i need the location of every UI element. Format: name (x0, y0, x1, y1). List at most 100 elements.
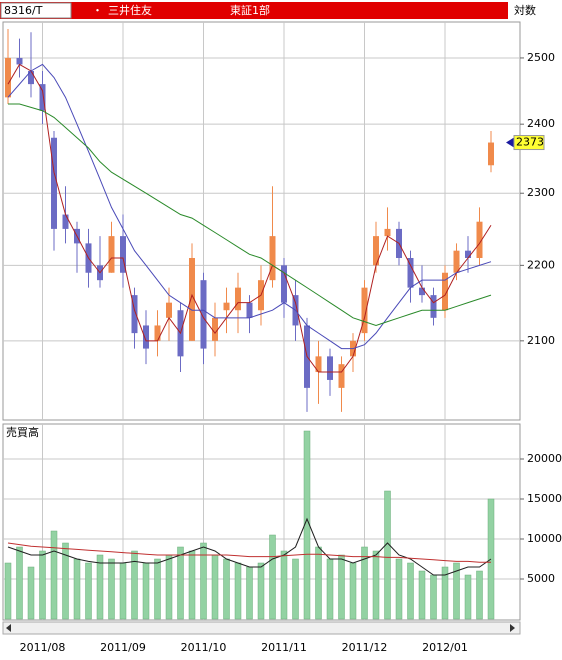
volume-bar (476, 570, 483, 620)
price-frame (2, 21, 521, 421)
volume-bar (96, 554, 104, 620)
y-tick-label: 2200 (527, 258, 555, 271)
volume-bar (62, 542, 69, 620)
volume-bar (326, 558, 334, 620)
volume-bar (280, 550, 288, 620)
volume-bar (211, 554, 219, 620)
candle-body (407, 257, 414, 288)
candle-body (327, 356, 333, 380)
candle-body (51, 137, 57, 229)
scroll-right[interactable] (510, 624, 515, 632)
volume-bar (108, 558, 115, 620)
candle-body (223, 302, 230, 311)
volume-bar (177, 546, 184, 620)
volume-bar (154, 558, 161, 620)
y-tick-label: 2400 (527, 117, 555, 130)
candle-body (269, 236, 276, 281)
volume-bar (16, 546, 23, 620)
price-arrow (506, 137, 514, 148)
candle-body (246, 302, 253, 318)
candle-body (212, 317, 218, 341)
volume-bar (257, 562, 265, 620)
candle-body (373, 236, 379, 266)
volume-bar (165, 554, 173, 620)
x-tick-label: 2011/11 (261, 641, 307, 654)
y-tick-label: 20000 (527, 452, 562, 465)
code-box (0, 2, 72, 19)
candle-body (200, 280, 207, 349)
volume-bar (246, 566, 253, 620)
candle-body (39, 84, 46, 111)
volume-bar (73, 558, 81, 620)
volume-bar (131, 550, 138, 620)
candle-body (5, 57, 11, 98)
moving-average (7, 63, 492, 373)
y-tick-label: 2300 (527, 186, 555, 199)
x-tick-label: 2011/10 (181, 641, 227, 654)
volume-bar (349, 562, 357, 620)
candle-body (338, 364, 345, 388)
volume-bar (39, 550, 46, 620)
x-tick-label: 2011/08 (20, 641, 66, 654)
volume-bar (188, 550, 196, 620)
candle-body (315, 356, 322, 373)
volume-bar (361, 546, 368, 620)
stock-code: 8316/T (4, 4, 43, 17)
candle-body (453, 250, 460, 273)
market: 東証1部 (230, 3, 270, 17)
volume-bar (384, 490, 391, 620)
volume-average (7, 542, 491, 563)
x-tick-label: 2011/09 (100, 641, 146, 654)
volume-bar (234, 562, 242, 620)
y-tick-label: 2100 (527, 334, 555, 347)
volume-bar (464, 574, 472, 620)
candle-body (419, 287, 425, 296)
volume-bar (430, 574, 437, 620)
candle-body (235, 287, 241, 311)
candle-body (62, 214, 69, 229)
candle-body (143, 325, 149, 349)
scrollbar[interactable] (2, 621, 521, 635)
volume-bar (338, 554, 345, 620)
scroll-left[interactable] (6, 624, 11, 632)
candle-body (16, 57, 23, 65)
volume-title: 売買高 (6, 425, 39, 439)
volume-bar (27, 566, 35, 620)
volume-bar (292, 558, 299, 620)
candle-body (108, 236, 115, 273)
moving-average (7, 63, 492, 350)
volume-bar (418, 570, 426, 620)
volume-bar (4, 562, 12, 620)
candle-body (476, 221, 483, 258)
candle-body (120, 236, 126, 273)
candle-body (465, 250, 471, 258)
volume-frame (2, 423, 521, 621)
moving-average (8, 103, 492, 326)
volume-bar (223, 558, 230, 620)
price-label-box (513, 135, 545, 151)
candle-body (281, 265, 287, 303)
candle-body (430, 295, 437, 318)
volume-bar (200, 542, 207, 620)
candle-body (361, 287, 368, 334)
y-tick-label: 15000 (527, 492, 562, 505)
volume-bar (407, 562, 414, 620)
candle-body (166, 302, 172, 318)
y-tick-label: 10000 (527, 532, 562, 545)
y-tick-label: 2500 (527, 51, 555, 64)
volume-bar (441, 566, 449, 620)
scale-mode[interactable]: 対数 (514, 3, 536, 17)
volume-bar (315, 546, 322, 620)
volume-bar (142, 562, 150, 620)
candle-body (488, 142, 494, 166)
volume-bar (453, 562, 460, 620)
volume-bar (269, 534, 276, 620)
candle-body (28, 70, 34, 85)
volume-bar (50, 530, 58, 620)
candle-body (442, 272, 448, 311)
stock-name: 三井住友 (108, 3, 152, 17)
header-bar (0, 2, 508, 19)
